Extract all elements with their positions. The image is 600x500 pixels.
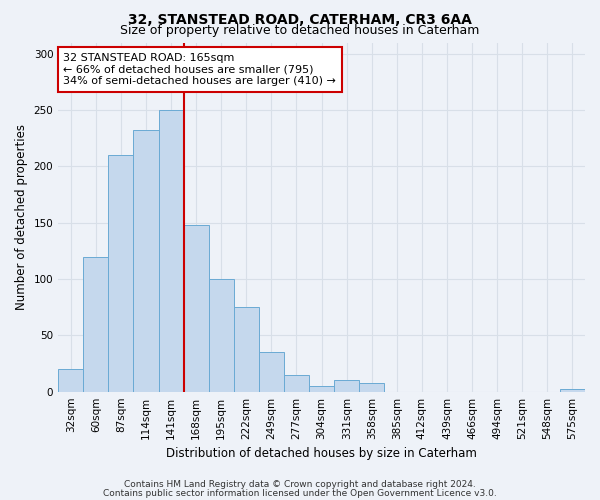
- Bar: [158, 110, 184, 392]
- Text: Contains HM Land Registry data © Crown copyright and database right 2024.: Contains HM Land Registry data © Crown c…: [124, 480, 476, 489]
- Bar: [284, 375, 309, 392]
- Bar: [58, 369, 83, 392]
- Bar: [359, 382, 385, 392]
- X-axis label: Distribution of detached houses by size in Caterham: Distribution of detached houses by size …: [166, 447, 477, 460]
- Bar: [259, 352, 284, 392]
- Text: Contains public sector information licensed under the Open Government Licence v3: Contains public sector information licen…: [103, 488, 497, 498]
- Text: 32, STANSTEAD ROAD, CATERHAM, CR3 6AA: 32, STANSTEAD ROAD, CATERHAM, CR3 6AA: [128, 12, 472, 26]
- Bar: [209, 279, 234, 392]
- Bar: [334, 380, 359, 392]
- Text: Size of property relative to detached houses in Caterham: Size of property relative to detached ho…: [121, 24, 479, 37]
- Bar: [560, 390, 585, 392]
- Bar: [309, 386, 334, 392]
- Text: 32 STANSTEAD ROAD: 165sqm
← 66% of detached houses are smaller (795)
34% of semi: 32 STANSTEAD ROAD: 165sqm ← 66% of detac…: [64, 53, 337, 86]
- Bar: [83, 256, 109, 392]
- Y-axis label: Number of detached properties: Number of detached properties: [15, 124, 28, 310]
- Bar: [109, 155, 133, 392]
- Bar: [184, 225, 209, 392]
- Bar: [234, 307, 259, 392]
- Bar: [133, 130, 158, 392]
